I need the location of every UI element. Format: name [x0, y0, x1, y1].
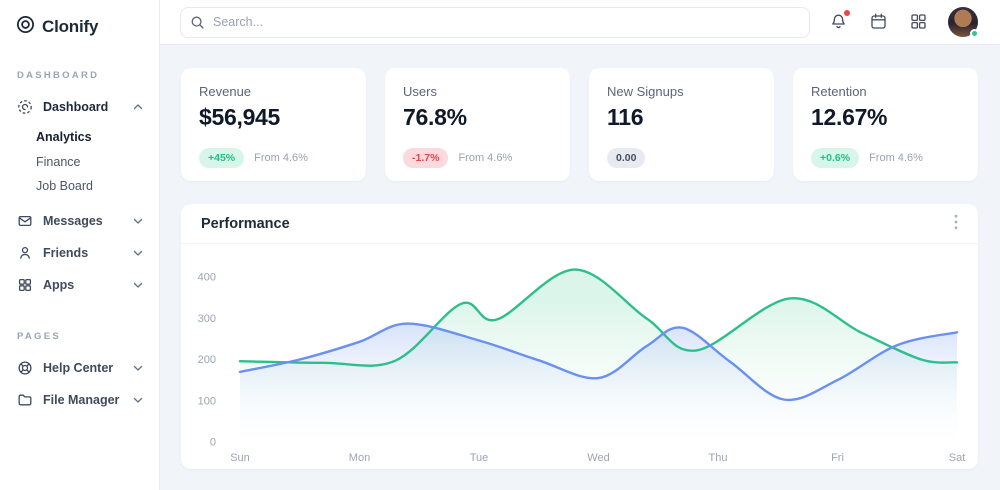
sidebar-item-messages[interactable]: Messages [0, 205, 159, 237]
svg-text:Thu: Thu [709, 452, 728, 464]
svg-text:300: 300 [198, 313, 216, 325]
chevron-down-icon [131, 214, 145, 228]
content: Revenue $56,945 +45% From 4.6% Users 76.… [160, 45, 1000, 469]
chevron-down-icon [131, 393, 145, 407]
svg-text:200: 200 [198, 354, 216, 366]
section-label-pages: PAGES [17, 330, 61, 342]
disc-icon [17, 99, 33, 115]
stat-note: From 4.6% [458, 152, 513, 164]
sidebar-item-label: Help Center [43, 360, 114, 375]
sidebar-item-apps[interactable]: Apps [0, 269, 159, 301]
svg-text:Tue: Tue [470, 452, 489, 464]
chevron-down-icon [131, 278, 145, 292]
kebab-icon [954, 214, 958, 233]
calendar-icon [869, 13, 888, 34]
folder-icon [17, 392, 33, 408]
stat-card-new-signups: New Signups 116 0.00 [589, 68, 774, 181]
topbar [160, 0, 1000, 45]
section-label-dashboard: DASHBOARD [17, 70, 100, 81]
stat-badge: -1.7% [403, 148, 449, 168]
stat-badge: +0.6% [811, 148, 860, 168]
svg-text:0: 0 [210, 437, 216, 449]
search-icon [190, 15, 205, 35]
svg-text:Fri: Fri [831, 452, 844, 464]
sidebar-subitem-finance[interactable]: Finance [36, 154, 81, 169]
envelope-icon [17, 213, 33, 229]
chevron-up-icon [131, 100, 145, 114]
svg-text:Wed: Wed [587, 452, 609, 464]
stat-note: From 4.6% [254, 152, 308, 164]
online-status-dot [970, 29, 979, 38]
logo[interactable]: Clonify [0, 14, 159, 40]
sidebar-item-label: Friends [43, 245, 89, 260]
dashboard-submenu: Analytics Finance Job Board [0, 123, 159, 205]
chevron-down-icon [131, 361, 145, 375]
stat-value: 76.8% [403, 104, 467, 130]
stat-title: Revenue [199, 84, 252, 99]
stat-badge: 0.00 [607, 148, 646, 168]
sidebar-item-label: Apps [43, 277, 75, 292]
sidebar-item-file-manager[interactable]: File Manager [0, 384, 159, 416]
search-box [180, 6, 810, 38]
sidebar-item-label: Messages [43, 213, 103, 228]
performance-title: Performance [201, 215, 290, 232]
svg-text:Mon: Mon [349, 452, 370, 464]
stat-value: $56,945 [199, 104, 281, 130]
lifebuoy-icon [17, 360, 33, 376]
chevron-down-icon [131, 246, 145, 260]
sidebar-item-dashboard[interactable]: Dashboard [0, 91, 159, 123]
stat-badge: +45% [199, 148, 245, 168]
sidebar: Clonify DASHBOARD Dashboard Analytics Fi… [0, 0, 160, 490]
svg-text:400: 400 [198, 272, 216, 284]
clonify-logo-icon [16, 15, 35, 39]
notification-dot [844, 10, 850, 16]
svg-text:Sun: Sun [230, 452, 250, 464]
performance-chart: 0 100 200 300 400 Sun Mon Tue Wed Thu Fri Sat [181, 244, 978, 468]
calendar-button[interactable] [868, 12, 888, 32]
stat-title: New Signups [607, 84, 684, 99]
sidebar-item-help-center[interactable]: Help Center [0, 352, 159, 384]
brand-name: Clonify [42, 17, 99, 36]
performance-chart-svg: 0 100 200 300 400 Sun Mon Tue Wed Thu Fri Sat [198, 268, 966, 464]
sidebar-item-label: Dashboard [43, 100, 109, 114]
grid-icon [17, 277, 33, 293]
stat-title: Users [403, 84, 437, 99]
avatar[interactable] [948, 7, 979, 38]
main-area: Revenue $56,945 +45% From 4.6% Users 76.… [160, 0, 1000, 490]
stat-value: 116 [607, 104, 644, 130]
stats-row: Revenue $56,945 +45% From 4.6% Users 76.… [181, 68, 978, 181]
sidebar-subitem-job-board[interactable]: Job Board [36, 179, 93, 194]
stat-card-retention: Retention 12.67% +0.6% From 4.6% [793, 68, 978, 181]
svg-text:100: 100 [198, 395, 216, 407]
topbar-actions [828, 7, 979, 38]
search-input[interactable] [180, 6, 810, 38]
bell-icon [829, 14, 848, 34]
apps-launcher-button[interactable] [908, 12, 928, 32]
stat-card-revenue: Revenue $56,945 +45% From 4.6% [181, 68, 366, 181]
stat-note: From 4.6% [869, 152, 923, 164]
person-icon [17, 245, 33, 261]
performance-panel: Performance 0 100 200 300 400 Sun Mon Tue Wed Thu… [181, 204, 978, 469]
stat-card-users: Users 76.8% -1.7% From 4.6% [385, 68, 570, 181]
sidebar-subitem-analytics[interactable]: Analytics [36, 130, 92, 145]
stat-value: 12.67% [811, 104, 888, 130]
notifications-button[interactable] [828, 10, 850, 34]
svg-text:Sat: Sat [949, 452, 966, 464]
performance-header: Performance [181, 204, 978, 244]
sidebar-item-friends[interactable]: Friends [0, 237, 159, 269]
stat-title: Retention [811, 84, 867, 99]
panel-menu-button[interactable] [950, 210, 962, 237]
apps-grid-icon [909, 14, 928, 34]
sidebar-item-label: File Manager [43, 392, 120, 407]
